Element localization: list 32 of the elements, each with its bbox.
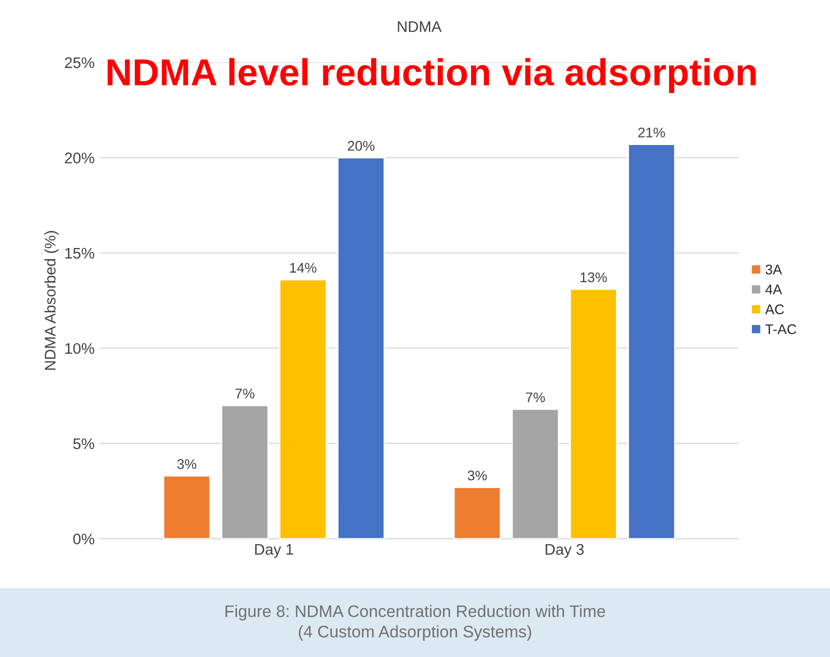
legend-label: T-AC xyxy=(765,324,796,334)
data-label: 3% xyxy=(177,459,196,469)
data-label: 21% xyxy=(638,128,665,138)
y-tick-label: 5% xyxy=(73,438,94,450)
y-axis-title: NDMA Absorbed (%) xyxy=(44,231,59,370)
data-label: 7% xyxy=(526,392,545,402)
bar xyxy=(220,404,269,539)
bar xyxy=(628,144,676,539)
data-label: 20% xyxy=(348,140,374,151)
annotation: NDMA level reduction via adsorption xyxy=(108,58,756,94)
caption: Figure 8: NDMA Concentration Reduction with Time (4 Custom Adsorption Systems) xyxy=(226,604,606,641)
y-tick-label: 20% xyxy=(64,152,94,164)
data-label: 13% xyxy=(580,272,607,282)
data-label: 3% xyxy=(468,470,487,480)
legend-label: AC xyxy=(765,304,784,314)
bar xyxy=(453,486,502,539)
y-tick-label: 0% xyxy=(73,534,94,544)
x-tick-label: Day 1 xyxy=(255,544,294,558)
data-label: 7% xyxy=(236,388,254,398)
y-tick-label: 25% xyxy=(64,57,94,68)
y-tick-label: 15% xyxy=(65,248,94,259)
y-tick-label: 10% xyxy=(65,343,94,354)
legend-label: 4A xyxy=(765,284,782,294)
bar xyxy=(337,156,385,539)
bar xyxy=(570,288,618,539)
bar xyxy=(162,475,211,539)
data-label: 14% xyxy=(290,262,316,273)
chart-title: NDMA xyxy=(398,21,442,32)
legend-label: 3A xyxy=(766,264,782,274)
bar xyxy=(279,278,327,539)
x-tick-label: Day 3 xyxy=(546,544,584,558)
bar xyxy=(511,408,560,539)
